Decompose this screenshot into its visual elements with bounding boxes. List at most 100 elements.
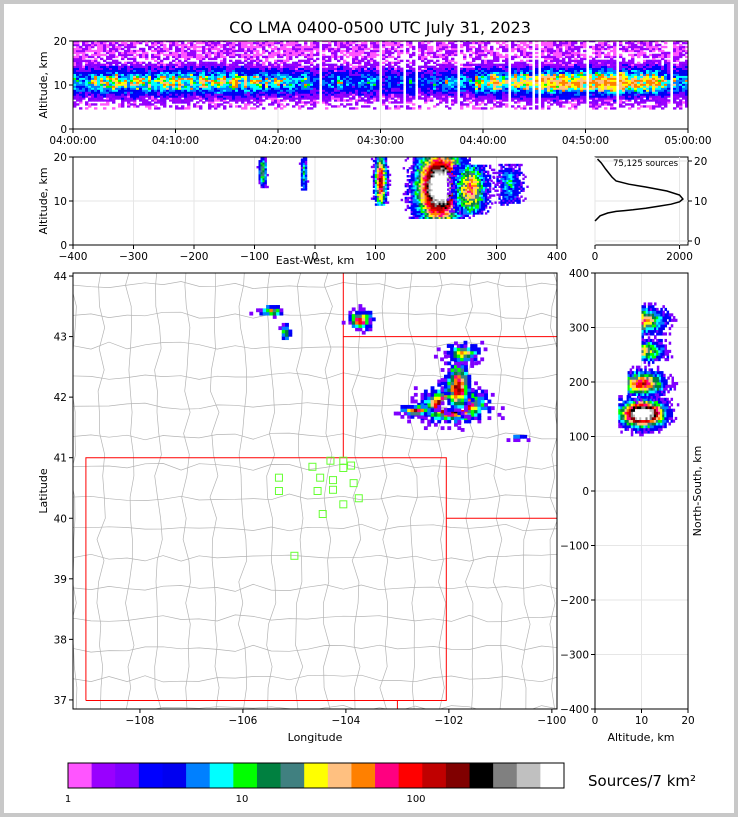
time-height-cell [346, 47, 350, 51]
time-height-cell [235, 59, 239, 63]
time-height-cell [322, 97, 326, 100]
time-height-cell [385, 41, 389, 45]
time-height-cell [229, 45, 233, 49]
time-height-cell [106, 57, 110, 61]
time-height-cell [358, 97, 362, 100]
time-height-cell [283, 93, 287, 96]
time-height-cell [145, 79, 149, 82]
time-height-cell [535, 105, 539, 108]
time-height-cell [427, 61, 431, 65]
time-height-cell [469, 73, 473, 76]
time-height-cell [154, 53, 158, 57]
time-height-cell [526, 77, 530, 80]
time-height-cell [355, 69, 359, 72]
time-height-cell [88, 105, 92, 108]
time-height-cell [535, 63, 539, 67]
time-height-cell [307, 65, 311, 69]
time-height-cell [286, 89, 290, 92]
time-height-cell [535, 79, 539, 82]
time-height-cell [487, 71, 491, 74]
time-height-cell [577, 49, 581, 53]
time-height-cell [139, 75, 143, 78]
time-height-cell [235, 73, 239, 76]
time-height-cell [610, 55, 614, 59]
time-height-cell [625, 81, 629, 84]
time-height-cell [85, 93, 89, 96]
time-height-cell [592, 95, 596, 98]
time-height-cell [451, 103, 455, 106]
time-height-cell [427, 79, 431, 82]
time-height-cell [505, 61, 509, 65]
time-height-cell [595, 95, 599, 98]
time-height-cell [463, 57, 467, 61]
time-height-cell [94, 107, 98, 110]
time-height-cell [418, 71, 422, 74]
time-height-cell [130, 57, 134, 61]
time-height-cell [505, 65, 509, 69]
time-height-cell [442, 93, 446, 96]
time-height-cell [430, 67, 434, 70]
time-height-cell [478, 93, 482, 96]
time-height-cell [514, 77, 518, 80]
time-height-cell [133, 71, 137, 74]
time-height-cell [184, 57, 188, 61]
time-height-cell [115, 73, 119, 76]
time-height-cell [280, 107, 284, 110]
time-height-cell [271, 71, 275, 74]
time-height-cell [295, 79, 299, 82]
time-height-cell [97, 53, 101, 57]
time-height-cell [505, 79, 509, 82]
time-height-cell [520, 77, 524, 80]
time-height-cell [550, 55, 554, 59]
time-height-cell [76, 73, 80, 76]
time-height-cell [121, 85, 125, 88]
time-height-cell [529, 93, 533, 96]
time-height-cell [82, 41, 86, 45]
time-height-cell [97, 95, 101, 98]
time-height-cell [361, 93, 365, 96]
time-height-cell [109, 89, 113, 92]
time-height-cell [610, 91, 614, 94]
time-height-cell [421, 59, 425, 63]
time-height-cell [127, 45, 131, 49]
time-height-cell [400, 99, 404, 102]
time-height-cell [199, 67, 203, 70]
time-height-cell [175, 79, 179, 82]
time-height-cell [460, 93, 464, 96]
time-height-cell [244, 55, 248, 59]
time-height-cell [481, 75, 485, 78]
time-height-cell [364, 61, 368, 65]
time-height-cell [355, 73, 359, 76]
time-height-cell [214, 79, 218, 82]
time-height-cell [502, 49, 506, 53]
time-height-cell [181, 75, 185, 78]
time-height-cell [481, 91, 485, 94]
time-height-cell [316, 95, 320, 98]
time-height-cell [607, 41, 611, 43]
time-height-cell [388, 43, 392, 47]
time-height-cell [547, 67, 551, 70]
time-height-cell [145, 57, 149, 61]
time-height-cell [358, 99, 362, 102]
time-height-cell [322, 101, 326, 104]
time-height-cell [595, 85, 599, 88]
time-height-cell [190, 83, 194, 86]
time-height-cell [475, 71, 479, 74]
time-height-cell [88, 83, 92, 86]
time-height-cell [529, 107, 533, 110]
time-height-cell [364, 51, 368, 55]
time-height-cell [280, 91, 284, 94]
time-height-cell [421, 85, 425, 88]
time-height-cell [535, 43, 539, 47]
time-height-cell [289, 83, 293, 86]
time-height-cell [583, 83, 587, 86]
time-height-cell [208, 43, 212, 47]
time-height-cell [244, 69, 248, 72]
time-height-cell [163, 97, 167, 100]
time-height-cell [112, 91, 116, 94]
time-height-cell [94, 73, 98, 76]
time-height-cell [265, 55, 269, 59]
time-height-cell [529, 79, 533, 82]
time-height-cell [604, 63, 608, 67]
time-height-cell [568, 53, 572, 57]
